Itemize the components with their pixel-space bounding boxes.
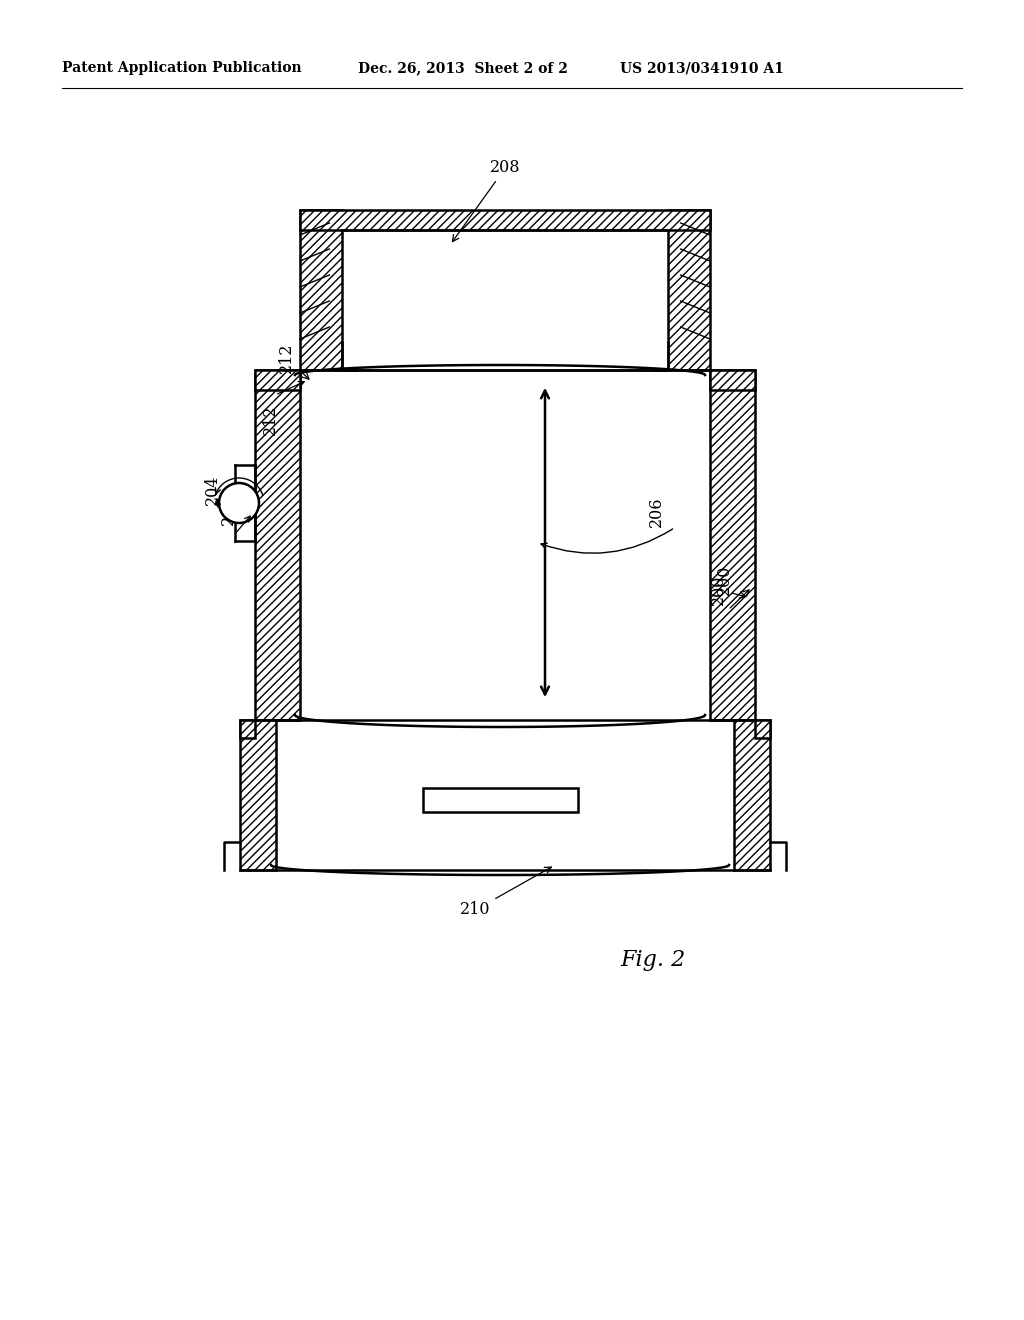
Text: 204: 204 [204, 475, 220, 506]
Text: 206: 206 [648, 496, 665, 527]
Bar [755, 719, 770, 738]
Text: US 2013/0341910 A1: US 2013/0341910 A1 [620, 61, 784, 75]
Text: 212: 212 [261, 405, 279, 436]
Bar [255, 370, 300, 389]
Text: 200: 200 [710, 574, 745, 605]
Bar [668, 210, 710, 370]
Text: Patent Application Publication: Patent Application Publication [62, 61, 302, 75]
Text: 208: 208 [453, 160, 520, 242]
Circle shape [219, 483, 259, 523]
Text: Dec. 26, 2013  Sheet 2 of 2: Dec. 26, 2013 Sheet 2 of 2 [358, 61, 568, 75]
Bar [240, 719, 255, 738]
Text: Fig. 2: Fig. 2 [620, 949, 685, 972]
Text: 212: 212 [278, 343, 309, 379]
Bar [710, 370, 755, 719]
Text: 200: 200 [716, 565, 732, 595]
Bar [240, 719, 276, 870]
Bar [734, 719, 770, 870]
Bar [300, 210, 710, 230]
Bar [710, 370, 755, 389]
Text: 202: 202 [219, 495, 237, 525]
Bar [255, 370, 300, 719]
Text: 210: 210 [460, 867, 551, 919]
Bar [423, 788, 578, 812]
Bar [300, 210, 342, 370]
